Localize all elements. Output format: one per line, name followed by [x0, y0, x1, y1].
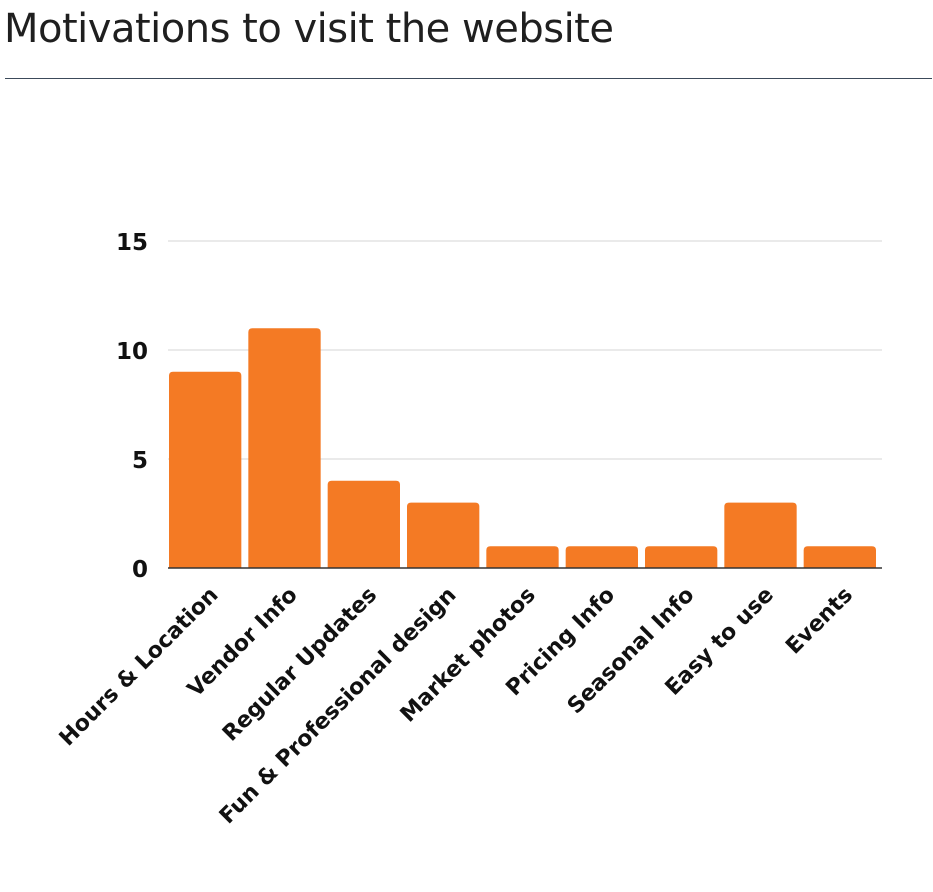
y-tick-label: 5 [132, 448, 148, 474]
y-tick-label: 0 [132, 557, 148, 583]
bar [486, 546, 559, 568]
bar [803, 546, 876, 568]
page-title: Motivations to visit the website [4, 6, 614, 52]
x-tick-label: Events [781, 583, 858, 660]
title-divider [5, 78, 932, 79]
bar [407, 502, 480, 568]
x-tick-label: Market photos [396, 583, 541, 728]
bar [169, 371, 242, 568]
bar [248, 328, 321, 568]
y-tick-label: 15 [116, 230, 148, 256]
x-tick-label: Regular Updates [218, 583, 382, 747]
bars [169, 328, 876, 568]
y-tick-labels: 0 5 10 15 [116, 230, 148, 583]
bar [327, 480, 400, 568]
x-tick-label: Hours & Location [55, 583, 224, 752]
y-tick-label: 10 [116, 339, 148, 365]
bar [645, 546, 718, 568]
bar [565, 546, 638, 568]
bar [724, 502, 797, 568]
